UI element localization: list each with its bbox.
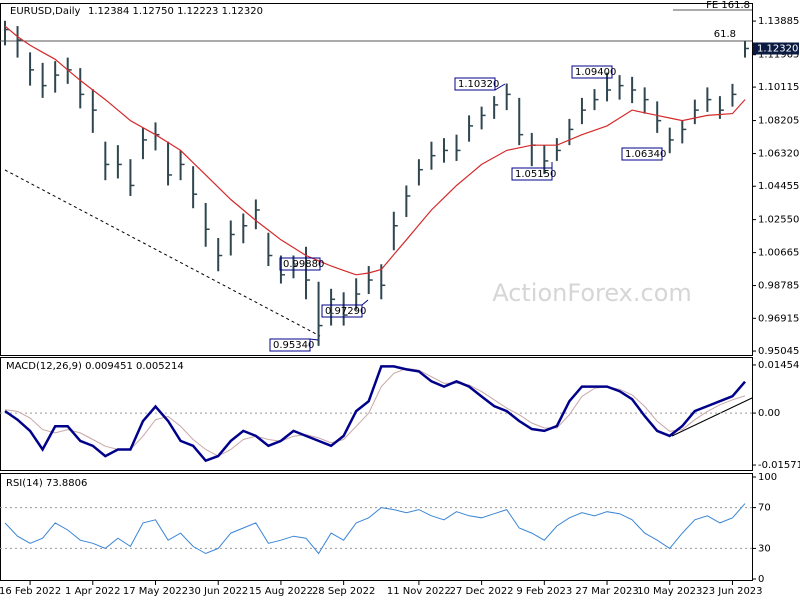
x-tick-label: 27 Mar 2023 [575, 586, 638, 597]
trend-line [4, 169, 321, 337]
x-tick-label: 15 Aug 2022 [249, 586, 313, 597]
macd-trend-line [671, 397, 753, 437]
x-tick-label: 28 Sep 2022 [312, 586, 375, 597]
level-box [269, 338, 311, 352]
level-label: 1.05150 [515, 169, 556, 180]
level-label: 1.06340 [625, 149, 666, 160]
y-tick-label: 0.98785 [758, 281, 799, 292]
x-tick-label: 17 May 2022 [123, 586, 188, 597]
y-tick-label: 0 [758, 574, 764, 585]
x-tick-label: 1 Apr 2022 [65, 586, 120, 597]
x-tick-label: 30 Jun 2022 [188, 586, 248, 597]
level-box [511, 167, 553, 181]
y-tick-label: 1.04455 [758, 181, 799, 192]
level-box [454, 77, 496, 91]
x-tick-label: 16 Feb 2022 [0, 586, 61, 597]
y-tick-label: 0.00 [758, 408, 780, 419]
last-price-label: 1.12320 [757, 43, 798, 54]
x-tick-label: 23 Jun 2023 [702, 586, 762, 597]
moving-average [4, 25, 746, 276]
chart-title: EURUSD,Daily [10, 6, 81, 17]
y-tick-label: 30 [758, 543, 771, 554]
macd-title: MACD(12,26,9) 0.009451 0.005214 [6, 361, 184, 372]
y-tick-label: 1.10115 [758, 82, 799, 93]
macd-line [4, 365, 746, 463]
y-tick-label: 1.13885 [758, 16, 799, 27]
y-tick-label: 100 [758, 472, 777, 483]
level-label: 1.09400 [575, 67, 616, 78]
price-panel [0, 3, 753, 356]
rsi-title: RSI(14) 73.8806 [6, 478, 87, 489]
x-tick-label: 11 Nov 2022 [387, 586, 451, 597]
x-tick-label: 10 May 2023 [637, 586, 702, 597]
y-tick-label: -0.015712 [758, 460, 800, 471]
y-tick-label: 1.00665 [758, 248, 799, 259]
y-tick-label: 0.014549 [758, 360, 800, 371]
y-tick-label: 1.06320 [758, 149, 799, 160]
y-tick-label: 1.08205 [758, 116, 799, 127]
rsi-line [4, 503, 746, 555]
y-tick-label: 70 [758, 503, 771, 514]
macd-panel [0, 357, 753, 471]
fe-label: FE 161.8 [706, 0, 750, 11]
ohlc-values: 1.12384 1.12750 1.12223 1.12320 [88, 6, 263, 17]
level-label: 0.95340 [273, 340, 314, 351]
level-label: 0.99880 [283, 259, 324, 270]
x-tick-label: 9 Feb 2023 [516, 586, 572, 597]
y-tick-label: 1.02550 [758, 215, 799, 226]
fib-label: 61.8 [714, 29, 736, 40]
level-pointer [494, 83, 506, 91]
level-box [321, 304, 363, 318]
level-box [621, 147, 663, 161]
last-price-box [753, 42, 799, 55]
y-tick-label: 0.95045 [758, 346, 799, 357]
x-tick-label: 27 Dec 2022 [450, 586, 514, 597]
level-pointer [309, 338, 319, 341]
level-pointer [361, 299, 369, 306]
level-label: 1.10320 [458, 79, 499, 90]
rsi-panel [0, 473, 753, 581]
level-label: 0.97290 [325, 306, 366, 317]
y-tick-label: 0.96915 [758, 313, 799, 324]
watermark: ActionForex.com [492, 279, 692, 307]
y-tick-label: 1.11965 [758, 50, 799, 61]
level-box [279, 257, 321, 271]
